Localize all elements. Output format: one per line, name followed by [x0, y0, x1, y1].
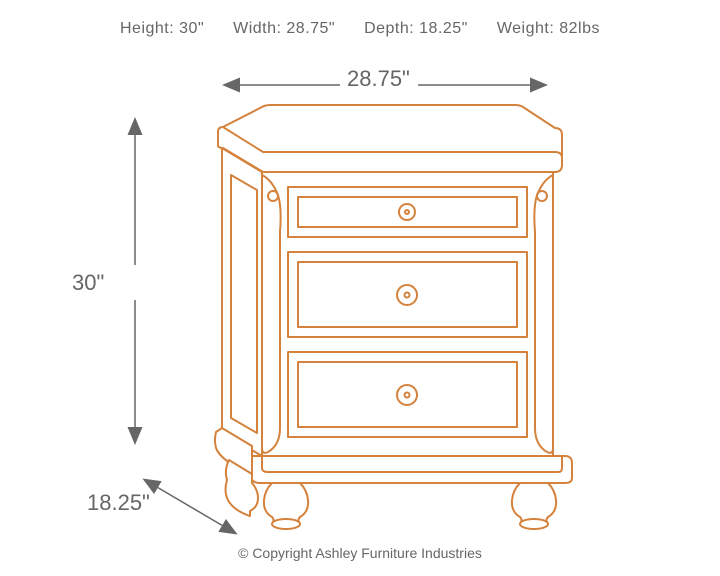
nightstand-drawing: [215, 105, 572, 529]
diagram-svg: [0, 0, 720, 576]
depth-arrow: [145, 480, 235, 533]
copyright-text: © Copyright Ashley Furniture Industries: [0, 545, 720, 561]
